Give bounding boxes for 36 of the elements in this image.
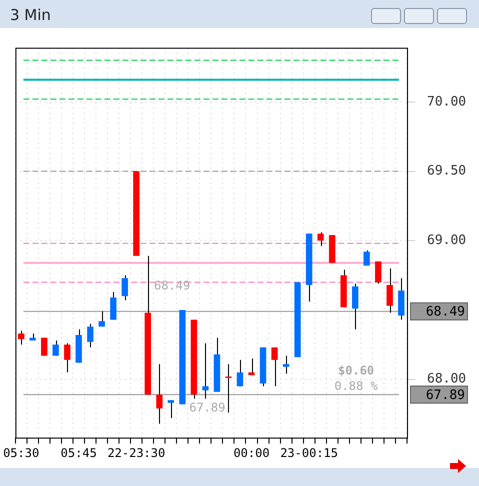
x-tick-label: 00:00 <box>233 446 270 460</box>
annotation: 68.49 <box>154 278 190 292</box>
x-tick-label: 05:45 <box>60 446 97 460</box>
candlestick <box>202 342 209 400</box>
candlestick <box>364 250 370 266</box>
ref-line-label: 67.89 <box>426 388 465 403</box>
candlestick <box>282 355 290 374</box>
candlestick <box>98 310 105 328</box>
candlestick <box>87 323 94 348</box>
x-tick-label: 05:30 <box>3 446 40 460</box>
candlestick <box>168 400 174 419</box>
candlestick <box>225 364 232 414</box>
candlestick <box>352 283 358 330</box>
candlestick <box>41 337 48 356</box>
x-tick-label: 22-23:30 <box>107 446 166 460</box>
annotation: 0.88 % <box>334 379 379 394</box>
candlestick <box>156 364 163 424</box>
y-tick-label: 69.00 <box>427 232 466 248</box>
candlestick <box>386 268 393 314</box>
candlestick <box>110 291 116 320</box>
candlestick <box>317 232 324 247</box>
candlestick <box>122 274 128 301</box>
candlestick <box>271 346 278 387</box>
y-tick-label: 69.50 <box>427 164 466 179</box>
annotation: 67.89 <box>189 400 226 414</box>
candlestick <box>18 330 24 346</box>
annotation: $0.60 <box>338 363 374 378</box>
y-tick-label: 68.00 <box>427 372 466 387</box>
candlestick <box>375 260 382 284</box>
candlestick <box>236 359 244 387</box>
candlestick <box>64 342 70 373</box>
y-tick-label: 70.00 <box>427 94 466 110</box>
chart-title: 3 Min <box>10 6 51 24</box>
ref-line-label: 68.49 <box>426 304 465 320</box>
x-tick-label: 23-00:15 <box>280 446 338 460</box>
candlestick <box>52 340 59 356</box>
